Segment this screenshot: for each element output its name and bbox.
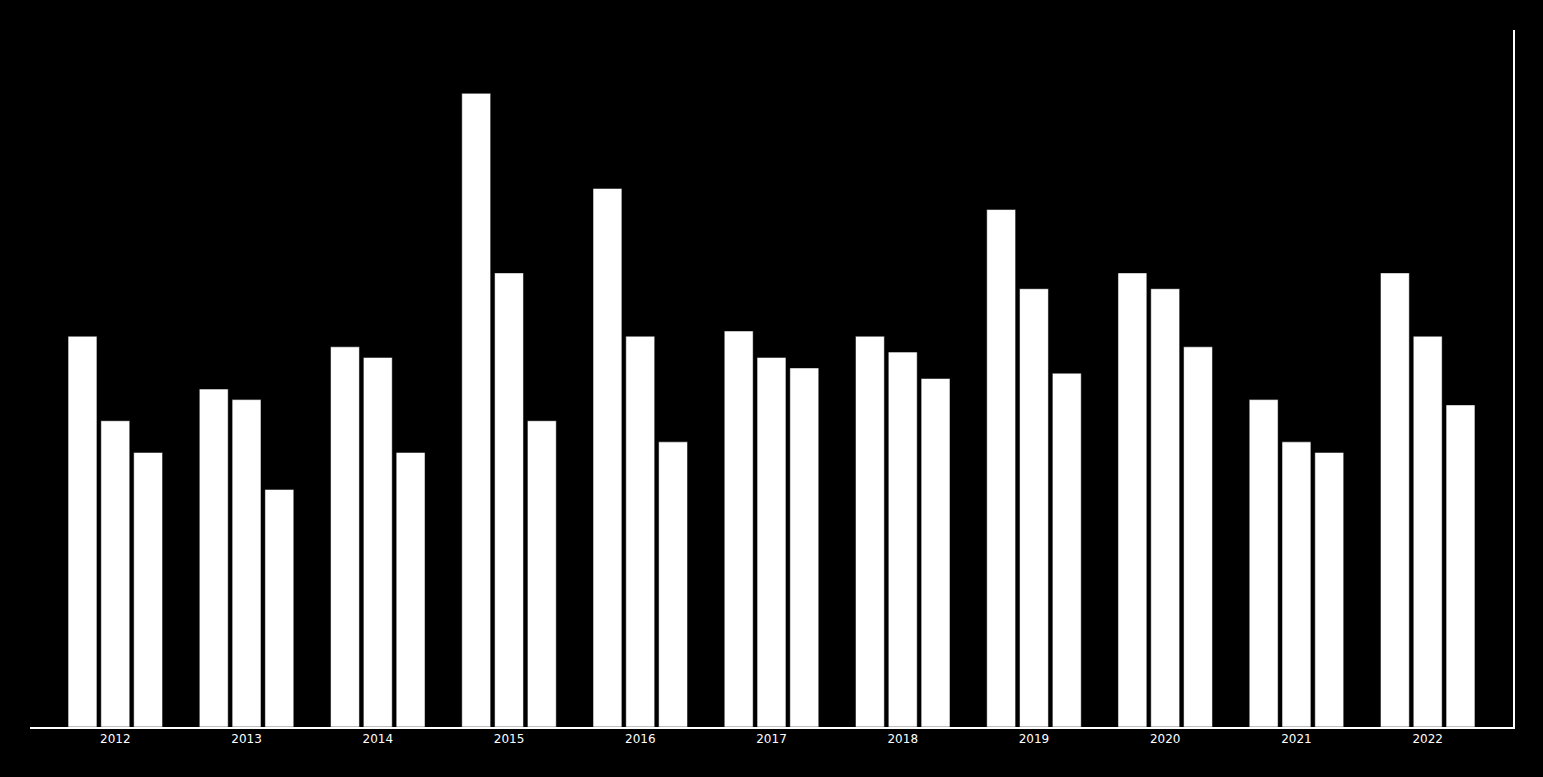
svg-text:2021: 2021: [1281, 732, 1312, 746]
svg-text:2016: 2016: [625, 732, 656, 746]
svg-text:2019: 2019: [1019, 732, 1050, 746]
svg-text:2013: 2013: [231, 732, 262, 746]
svg-text:2014: 2014: [363, 732, 394, 746]
svg-text:2012: 2012: [100, 732, 131, 746]
svg-text:2022: 2022: [1412, 732, 1443, 746]
svg-text:2018: 2018: [887, 732, 918, 746]
svg-text:2020: 2020: [1150, 732, 1181, 746]
svg-text:2017: 2017: [756, 732, 787, 746]
svg-text:2015: 2015: [494, 732, 525, 746]
